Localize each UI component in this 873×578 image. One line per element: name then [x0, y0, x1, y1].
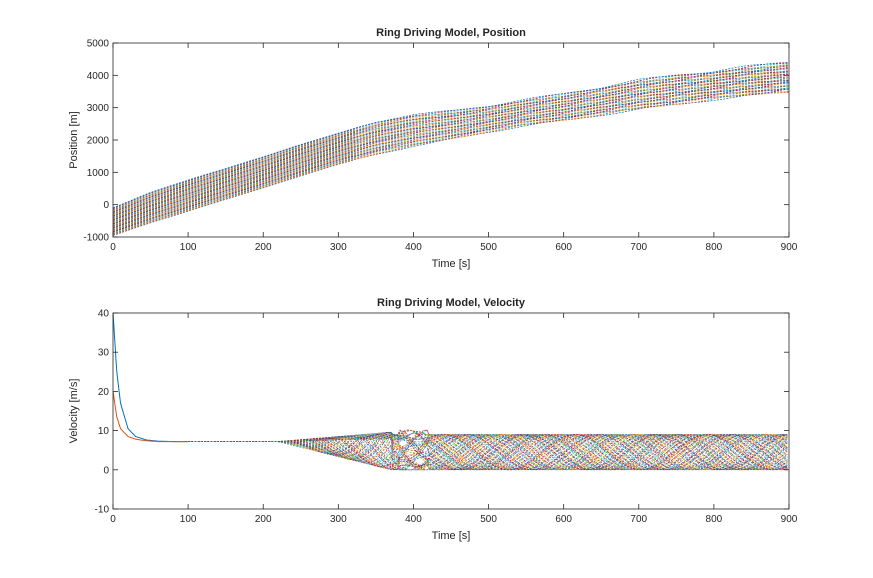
position-series-line [113, 84, 789, 230]
position-x-tick-label: 400 [405, 242, 422, 253]
position-series-line [113, 76, 789, 222]
velocity-chart: 0 100 200 300 400 500 600 700 800 900-10010203040… [68, 297, 798, 542]
position-series-line [113, 90, 789, 235]
velocity-series-line [188, 432, 788, 471]
velocity-x-tick-label: 900 [781, 514, 798, 525]
position-series-line [113, 82, 789, 228]
position-y-tick-label: 2000 [87, 136, 110, 147]
velocity-series-line [188, 434, 788, 471]
velocity-x-tick-label: 100 [180, 514, 197, 525]
position-x-tick-label: 600 [555, 242, 572, 253]
velocity-x-tick-label: 500 [480, 514, 497, 525]
velocity-data-lines [113, 313, 788, 471]
velocity-y-tick-label: 20 [98, 387, 110, 398]
position-x-axis-label: Time [s] [432, 258, 471, 270]
position-series-line [113, 85, 789, 230]
velocity-series-line [188, 434, 788, 471]
position-y-tick-label: 5000 [87, 39, 110, 50]
position-y-tick-label: 4000 [87, 71, 110, 82]
velocity-x-tick-label: 700 [630, 514, 647, 525]
position-series-line [113, 63, 789, 209]
velocity-x-tick-label: 0 [110, 514, 116, 525]
position-y-tick-label: 3000 [87, 103, 110, 114]
position-series-line [113, 87, 789, 232]
velocity-y-tick-label: 0 [103, 465, 109, 476]
velocity-x-tick-label: 200 [255, 514, 272, 525]
position-series-line [113, 77, 789, 224]
position-chart: 0 100 200 300 400 500 600 700 800 900-10000100020… [68, 27, 798, 270]
velocity-initial-decay-line [113, 391, 189, 443]
velocity-y-tick-label: 40 [98, 309, 110, 320]
velocity-series-line [188, 431, 788, 471]
position-y-tick-label: -1000 [83, 233, 109, 244]
position-plot-background [113, 43, 789, 237]
position-x-tick-label: 200 [255, 242, 272, 253]
position-series-line [113, 88, 789, 233]
velocity-x-tick-label: 800 [706, 514, 723, 525]
position-series-line [113, 74, 789, 221]
position-series-line [113, 91, 789, 236]
position-series-line [113, 71, 789, 218]
velocity-y-tick-label: 30 [98, 348, 110, 359]
position-y-tick-label: 1000 [87, 168, 110, 179]
position-x-tick-label: 900 [781, 242, 798, 253]
position-x-tick-label: 100 [180, 242, 197, 253]
velocity-y-axis-label: Velocity [m/s] [68, 379, 80, 444]
position-series-line [113, 80, 789, 227]
position-series-line [113, 85, 789, 231]
velocity-y-tick-label: -10 [95, 505, 110, 516]
position-chart-title: Ring Driving Model, Position [376, 27, 526, 39]
position-y-tick-label: 0 [103, 200, 109, 211]
velocity-plot-background [113, 313, 789, 509]
velocity-x-axis-label: Time [s] [432, 530, 471, 542]
position-series-line [113, 63, 789, 210]
position-data-lines [113, 61, 789, 236]
position-series-line [113, 70, 789, 216]
position-series-line [113, 64, 789, 212]
velocity-chart-title: Ring Driving Model, Velocity [377, 297, 526, 309]
velocity-series-line [188, 434, 788, 471]
position-y-axis-label: Position [m] [68, 111, 80, 168]
velocity-x-tick-label: 400 [405, 514, 422, 525]
position-x-tick-label: 800 [706, 242, 723, 253]
velocity-x-tick-label: 300 [330, 514, 347, 525]
position-x-tick-label: 500 [480, 242, 497, 253]
position-series-line [113, 66, 789, 213]
position-series-line [113, 88, 789, 235]
position-series-line [113, 82, 789, 227]
velocity-x-tick-label: 600 [555, 514, 572, 525]
position-x-tick-label: 0 [110, 242, 116, 253]
position-series-line [113, 73, 789, 219]
velocity-y-tick-label: 10 [98, 426, 110, 437]
position-axes: 0 100 200 300 400 500 600 700 800 900-10000100020… [83, 39, 797, 254]
position-x-tick-label: 300 [330, 242, 347, 253]
position-x-tick-label: 700 [630, 242, 647, 253]
position-series-line [113, 62, 789, 209]
velocity-axes-box [112, 312, 790, 510]
